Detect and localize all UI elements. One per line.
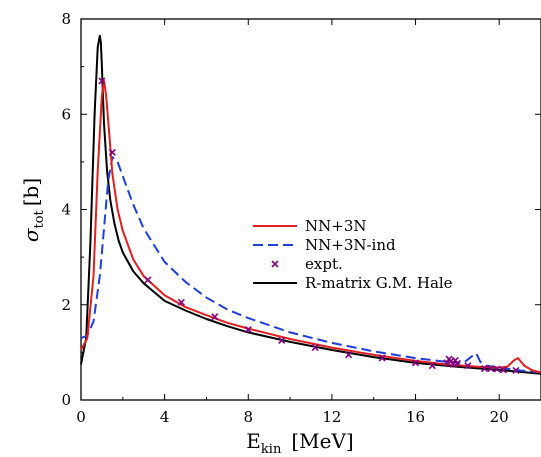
expt-marker — [464, 362, 472, 370]
legend-label: NN+3N-ind — [305, 236, 396, 254]
expt-marker — [244, 325, 252, 334]
legend-label: expt. — [305, 255, 343, 273]
x-tick-label: 20 — [490, 408, 509, 426]
expt-marker — [98, 77, 106, 85]
y-axis-label: σtot [b] — [19, 178, 47, 242]
expt-marker — [443, 359, 451, 367]
expt-marker — [378, 354, 386, 362]
expt-marker — [499, 366, 507, 374]
y-tick-label: 4 — [61, 201, 71, 219]
y-axis-label-subscript: tot — [32, 209, 47, 228]
x-axis-label-subscript: kin — [261, 442, 282, 457]
expt-marker — [480, 365, 489, 373]
expt-marker — [108, 148, 116, 156]
legend-label: R-matrix G.M. Hale — [305, 274, 453, 292]
expt-marker — [311, 344, 319, 352]
x-tick-label: 4 — [160, 408, 170, 426]
y-axis-label-symbol: σ — [19, 227, 43, 242]
expt-marker — [345, 351, 353, 359]
expt-marker — [493, 365, 501, 373]
expt-marker — [144, 276, 152, 284]
x-axis-label: Ekin [MeV] — [246, 429, 353, 457]
x-tick-label: 0 — [76, 408, 86, 426]
expt-marker — [453, 359, 461, 367]
legend-marker-expt-b — [271, 260, 279, 268]
series-line-nn-3n-ind — [80, 156, 541, 374]
series-layer — [80, 34, 541, 375]
expt-marker — [177, 298, 185, 306]
expt-marker — [428, 362, 436, 370]
y-tick-label: 2 — [61, 296, 71, 314]
y-tick-label: 8 — [61, 10, 71, 28]
series-line-r-matrix-g-m-hale — [80, 34, 541, 375]
x-axis-label-unit: [MeV] — [291, 429, 353, 453]
expt-marker — [487, 365, 495, 373]
legend-label: NN+3N — [305, 217, 367, 235]
expt-marker — [411, 359, 420, 367]
x-axis-label-symbol: E — [246, 429, 261, 453]
y-tick-label: 6 — [61, 105, 71, 123]
x-tick-label: 16 — [406, 408, 425, 426]
expt-marker — [278, 336, 286, 345]
expt-marker — [512, 366, 520, 375]
series-line-nn-3n — [80, 79, 541, 374]
x-tick-label: 12 — [322, 408, 341, 426]
y-tick-label: 0 — [61, 391, 71, 409]
x-tick-label: 8 — [243, 408, 253, 426]
y-axis-label-unit: [b] — [19, 178, 43, 206]
expt-marker — [211, 313, 219, 321]
axis-ticks: 0 4 8 12 16 20 0 2 4 6 8 — [61, 10, 541, 426]
